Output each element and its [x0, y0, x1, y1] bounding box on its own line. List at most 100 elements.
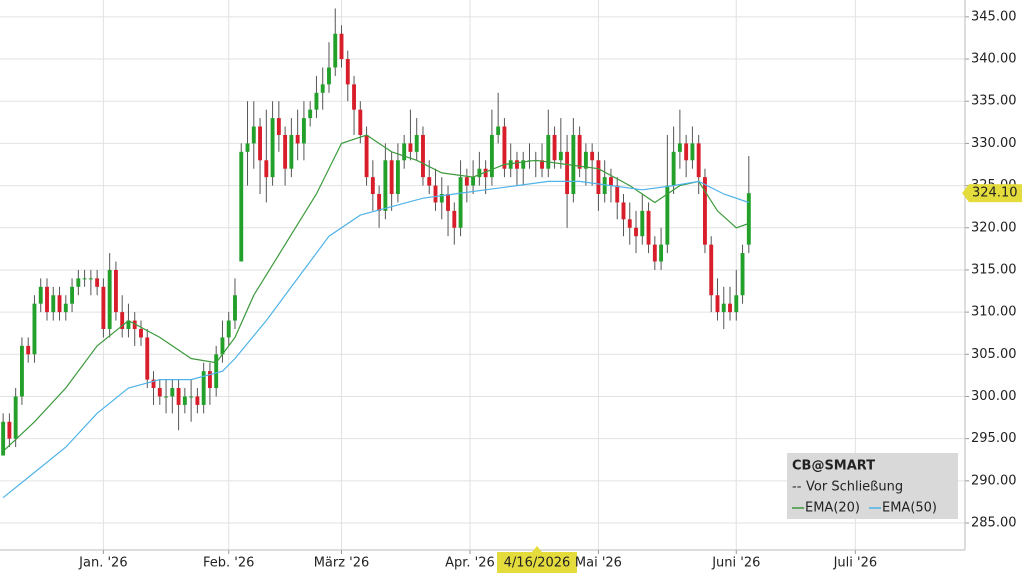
candle-body	[76, 278, 81, 287]
candle-body	[7, 421, 12, 439]
legend-label: EMA(50)	[882, 501, 937, 516]
candle-body	[652, 244, 657, 262]
candle-body	[63, 303, 68, 313]
crosshair-label: 4/16/2026	[497, 546, 577, 573]
y-tick-label: 335.00	[971, 94, 1017, 109]
candle-body	[120, 312, 125, 329]
candle-body	[665, 185, 670, 245]
candle-body	[540, 160, 544, 169]
candle-body	[345, 59, 350, 85]
candle-body	[245, 143, 250, 152]
y-tick-label: 340.00	[971, 52, 1017, 67]
candle-body	[621, 202, 626, 220]
candle-body	[38, 286, 43, 304]
candle-body	[602, 177, 607, 195]
candle-body	[427, 177, 432, 186]
candle-body	[615, 185, 620, 203]
candle-body	[577, 134, 582, 169]
candle-body	[333, 33, 338, 68]
candle-body	[164, 396, 168, 398]
candle-body	[207, 371, 212, 389]
candle-body	[671, 151, 676, 186]
candle-body	[32, 303, 37, 355]
candle-body	[452, 210, 457, 228]
candle-body	[182, 396, 187, 405]
candle-body	[659, 244, 664, 262]
y-tick-label: 310.00	[971, 305, 1017, 320]
candle-body	[728, 303, 732, 313]
candle-body	[477, 168, 482, 178]
candle-body	[414, 134, 419, 152]
candle-body	[583, 151, 588, 169]
candle-body	[189, 396, 194, 398]
x-tick-label: Juni '26	[711, 556, 760, 571]
last-price-label: 324.10	[972, 186, 1018, 201]
candle-body	[88, 278, 93, 280]
candle-body	[157, 388, 162, 397]
x-tick-label: Jan. '26	[78, 556, 127, 571]
candle-body	[251, 126, 256, 144]
candle-body	[677, 143, 682, 152]
candle-body	[270, 118, 275, 178]
candle-body	[70, 286, 75, 304]
candle-body	[13, 396, 18, 439]
y-tick-label: 320.00	[971, 220, 1017, 235]
candle-body	[395, 160, 400, 195]
legend-label: EMA(20)	[805, 501, 860, 516]
candle-body	[690, 143, 695, 161]
candle-body	[314, 92, 319, 110]
candle-body	[26, 345, 31, 355]
candle-body	[515, 160, 519, 169]
candle-body	[126, 320, 131, 329]
candle-body	[421, 134, 425, 178]
candle-body	[283, 134, 288, 169]
candle-body	[464, 177, 469, 186]
candle-body	[1, 421, 6, 456]
candle-body	[565, 151, 570, 195]
candle-body	[389, 160, 394, 195]
candle-body	[715, 295, 720, 313]
crosshair-date: 4/16/2026	[504, 556, 571, 571]
candle-body	[195, 396, 200, 405]
y-tick-label: 305.00	[971, 347, 1017, 362]
candle-body	[289, 134, 294, 169]
x-tick-label: Feb. '26	[203, 556, 254, 571]
ema-line	[2, 134, 749, 452]
candle-body	[214, 354, 219, 389]
candle-body	[113, 269, 118, 313]
candle-body	[458, 177, 463, 228]
candle-body	[233, 295, 237, 321]
candle-body	[684, 143, 689, 161]
candle-body	[107, 269, 112, 329]
candle-body	[402, 143, 407, 161]
candle-body	[489, 134, 494, 178]
candle-body	[57, 295, 62, 313]
candle-body	[521, 160, 526, 169]
candle-body	[439, 194, 444, 203]
candle-body	[590, 151, 595, 161]
candle-body	[552, 134, 557, 161]
last-price-pointer	[962, 184, 969, 203]
last-price-box	[969, 184, 1022, 203]
candle-body	[609, 177, 613, 186]
candle-body	[82, 278, 87, 280]
candle-body	[45, 286, 49, 313]
candle-body	[709, 244, 714, 296]
candle-body	[258, 126, 262, 161]
y-tick-label: 345.00	[971, 9, 1017, 24]
candle-body	[139, 328, 143, 338]
candle-body	[558, 151, 563, 161]
candle-body	[696, 143, 701, 178]
legend-title: CB@SMART	[792, 459, 875, 474]
ema-line	[2, 180, 749, 499]
candle-body	[151, 379, 156, 389]
candle-body	[640, 210, 645, 237]
x-tick-label: Juli '26	[833, 556, 878, 571]
candle-body	[377, 194, 382, 211]
crosshair-pointer	[532, 546, 542, 552]
candle-body	[546, 134, 551, 169]
candle-body	[496, 126, 501, 135]
candle-body	[703, 177, 707, 245]
candle-body	[352, 84, 356, 110]
candle-body	[308, 109, 313, 119]
